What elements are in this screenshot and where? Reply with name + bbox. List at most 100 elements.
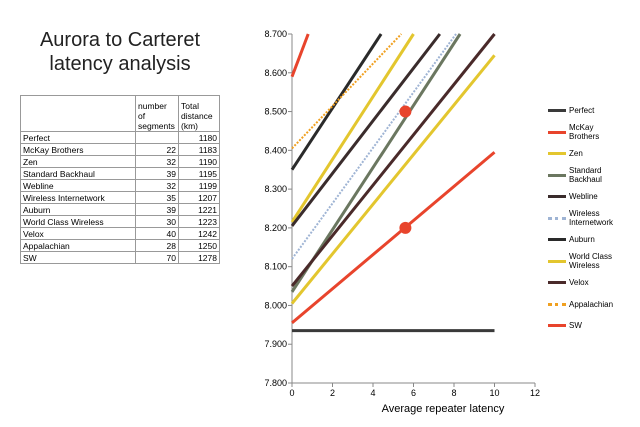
- table-row: World Class Wireless 30 1223: [20, 215, 220, 228]
- title-line: latency analysis: [49, 53, 191, 75]
- y-tick-label: 8.000: [264, 300, 287, 310]
- table-cell: 1195: [178, 167, 220, 180]
- table-cell: 1183: [178, 143, 220, 156]
- legend-swatch: [548, 195, 566, 199]
- legend-swatch: [548, 281, 566, 285]
- table-cell: 1278: [178, 251, 220, 264]
- table-cell: 28: [135, 239, 179, 252]
- table-cell: 1223: [178, 215, 220, 228]
- table-cell: [135, 131, 179, 144]
- y-tick-label: 8.700: [264, 29, 287, 39]
- table-cell: Auburn: [20, 203, 136, 216]
- table-cell: 1180: [178, 131, 220, 144]
- legend-item: World Class Wireless: [548, 251, 621, 273]
- legend-swatch: [548, 216, 566, 220]
- table-row: Standard Backhaul 39 1195: [20, 167, 220, 180]
- x-tick-label: 4: [370, 388, 375, 398]
- latency-table: number of segments Total distance (km) P…: [20, 95, 220, 264]
- series-line: [290, 54, 496, 305]
- x-tick-label: 0: [289, 388, 294, 398]
- y-tick-label: 8.100: [264, 262, 287, 272]
- legend-label: Perfect: [569, 106, 595, 116]
- legend-label: World Class Wireless: [569, 252, 612, 271]
- table-row: Webline 32 1199: [20, 179, 220, 192]
- table-row: Zen 32 1190: [20, 155, 220, 168]
- table-cell: 1221: [178, 203, 220, 216]
- table-cell: 35: [135, 191, 179, 204]
- table-cell: 1207: [178, 191, 220, 204]
- table-cell: 22: [135, 143, 179, 156]
- series-line: [291, 33, 457, 260]
- table-cell: 39: [135, 203, 179, 216]
- legend-label: Standard Backhaul: [569, 166, 602, 185]
- header-row: number of segments Total distance (km): [20, 95, 220, 132]
- y-tick-label: 8.600: [264, 68, 287, 78]
- x-tick-label: 10: [489, 388, 499, 398]
- x-tick-label: 2: [330, 388, 335, 398]
- legend-item: Webline: [548, 186, 621, 208]
- series-line: [290, 33, 496, 287]
- legend: Perfect McKay Brothers Zen Standard Backhau…: [548, 100, 621, 337]
- table-row: Auburn 39 1221: [20, 203, 220, 216]
- highlight-point: [399, 105, 412, 118]
- legend-swatch: [548, 259, 566, 263]
- table-row: Perfect 1180: [20, 131, 220, 144]
- legend-label: SW: [569, 321, 582, 331]
- legend-label: Zen: [569, 149, 583, 159]
- table-cell: 30: [135, 215, 179, 228]
- table-row: McKay Brothers 22 1183: [20, 143, 220, 156]
- table-row: Wireless Internetwork 35 1207: [20, 191, 220, 204]
- series-line: [290, 33, 462, 293]
- series-line: [291, 151, 496, 325]
- highlight-point: [399, 221, 412, 234]
- table-cell: Velox: [20, 227, 136, 240]
- table-cell: SW: [20, 251, 136, 264]
- table-cell: 1199: [178, 179, 220, 192]
- header-cell: [20, 95, 136, 132]
- header-cell: Total distance (km): [178, 95, 220, 132]
- table-row: Velox 40 1242: [20, 227, 220, 240]
- legend-swatch: [548, 302, 566, 306]
- legend-swatch: [548, 173, 566, 177]
- table-cell: World Class Wireless: [20, 215, 136, 228]
- table-row: SW 70 1278: [20, 251, 220, 264]
- y-tick-label: 8.500: [264, 107, 287, 117]
- table-cell: 1242: [178, 227, 220, 240]
- x-axis-label: Average repeater latency: [382, 403, 505, 415]
- legend-swatch: [548, 152, 566, 156]
- series-line: [290, 33, 442, 227]
- legend-swatch: [548, 324, 566, 328]
- y-tick-label: 8.300: [264, 184, 287, 194]
- table-cell: McKay Brothers: [20, 143, 136, 156]
- legend-item: Appalachian: [548, 294, 621, 316]
- legend-label: Wireless Internetwork: [569, 209, 614, 228]
- slide-title: Aurora to Carteret latency analysis: [20, 28, 220, 76]
- legend-item: McKay Brothers: [548, 122, 621, 144]
- series-line: [290, 33, 310, 78]
- table-cell: 1250: [178, 239, 220, 252]
- legend-swatch: [548, 109, 566, 113]
- table-cell: 1190: [178, 155, 220, 168]
- series-line: [291, 33, 403, 150]
- x-tick-label: 12: [530, 388, 540, 398]
- table-cell: 32: [135, 179, 179, 192]
- legend-swatch: [548, 238, 566, 242]
- x-tick-label: 6: [411, 388, 416, 398]
- legend-item: Standard Backhaul: [548, 165, 621, 187]
- x-tick-label: 8: [451, 388, 456, 398]
- table-cell: Appalachian: [20, 239, 136, 252]
- legend-label: Webline: [569, 192, 598, 202]
- series-line: [290, 33, 415, 223]
- header-cell: number of segments: [135, 95, 179, 132]
- legend-item: Auburn: [548, 229, 621, 251]
- legend-item: SW: [548, 315, 621, 337]
- y-tick-label: 8.200: [264, 223, 287, 233]
- legend-swatch: [548, 130, 566, 134]
- legend-label: McKay Brothers: [569, 123, 600, 142]
- title-line: Aurora to Carteret: [39, 29, 201, 51]
- legend-label: Appalachian: [569, 299, 614, 309]
- table-cell: 39: [135, 167, 179, 180]
- legend-label: Velox: [569, 278, 589, 288]
- legend-item: Zen: [548, 143, 621, 165]
